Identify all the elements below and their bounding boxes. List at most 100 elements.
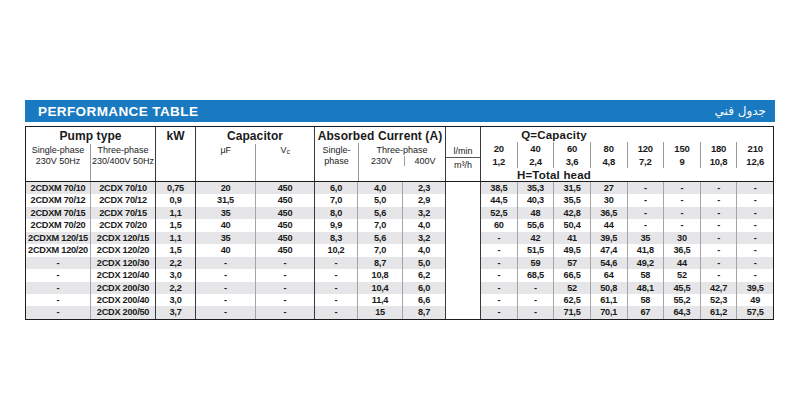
- cell-head-60: 42,8: [553, 207, 590, 219]
- cell-pump-three: 2CDX 70/10: [90, 182, 155, 194]
- cell-head-80: 64: [590, 269, 627, 281]
- q-capacity-label: Q=Capacity: [481, 127, 627, 142]
- cell-head-40: 35,3: [517, 182, 554, 194]
- cell-head-20: -: [480, 282, 517, 294]
- cell-head-80: 36,5: [590, 207, 627, 219]
- pump-single-phase-label: Single-phase 230V 50Hz: [26, 144, 90, 181]
- cell-vc: -: [255, 282, 314, 294]
- cell-pump-single: 2CDXM 120/20: [26, 244, 90, 256]
- cell-head-20: -: [480, 269, 517, 281]
- cell-kw: 0,9: [155, 194, 195, 206]
- cell-head-150: 36,5: [663, 244, 700, 256]
- cell-uf: 35: [195, 207, 255, 219]
- cell-head-20: -: [480, 257, 517, 269]
- cell-kw: 1,1: [155, 207, 195, 219]
- cell-vc: 450: [255, 182, 314, 194]
- cell-flow-spacer: [445, 269, 480, 281]
- cell-head-120: -: [627, 194, 664, 206]
- h-total-head-label: H=Total head: [481, 168, 627, 181]
- cell-vc: 450: [255, 244, 314, 256]
- cell-head-180: 42,7: [700, 282, 737, 294]
- cell-pump-single: -: [26, 257, 90, 269]
- cell-pump-three: 2CDX 120/30: [90, 257, 155, 269]
- banner-title: PERFORMANCE TABLE: [38, 104, 198, 119]
- lmin-label: l/min: [446, 144, 480, 158]
- cell-head-180: 52,3: [700, 294, 737, 306]
- cell-vc: -: [255, 269, 314, 281]
- cell-head-150: 52: [663, 269, 700, 281]
- capacity-m3h-value: 2,4: [517, 155, 554, 168]
- cell-kw: 3,0: [155, 294, 195, 306]
- cell-head-20: 38,5: [480, 182, 517, 194]
- table-row: 2CDXM 120/152CDX 120/151,1354508,35,63,2…: [26, 232, 773, 244]
- cell-current-230v: 5,6: [357, 207, 402, 219]
- cell-current-230v: 7,0: [357, 219, 402, 231]
- column-group-pump-type: Pump type Single-phase 230V 50Hz Three-p…: [26, 127, 155, 181]
- cell-flow-spacer: [445, 194, 480, 206]
- cell-head-60: 71,5: [553, 306, 590, 318]
- current-single-phase-label: Single- phase: [315, 143, 358, 181]
- cell-head-80: 70,1: [590, 306, 627, 318]
- cell-head-40: 55,6: [517, 219, 554, 231]
- cell-uf: 35: [195, 232, 255, 244]
- cell-kw: 3,7: [155, 306, 195, 318]
- cell-current-230v: 5,0: [357, 194, 402, 206]
- absorbed-current-label: Absorbed Current (A): [315, 127, 445, 143]
- cell-flow-spacer: [445, 306, 480, 318]
- table-row: 2CDXM 120/202CDX 120/201,54045010,27,04,…: [26, 244, 773, 256]
- cell-head-210: -: [736, 269, 773, 281]
- cell-pump-three: 2CDX 70/20: [90, 219, 155, 231]
- cell-head-180: -: [700, 219, 737, 231]
- banner-title-arabic: جدول فني: [715, 104, 766, 118]
- cell-pump-single: 2CDXM 70/10: [26, 182, 90, 194]
- capacity-lmin-value: 60: [553, 142, 590, 155]
- cell-head-80: 50,8: [590, 282, 627, 294]
- table-row: 2CDXM 70/102CDX 70/100,75204506,04,02,33…: [26, 182, 773, 194]
- cell-current-single: 7,0: [314, 194, 357, 206]
- table-row: -2CDX 200/302,2---10,46,0--5250,848,145,…: [26, 282, 773, 294]
- cell-pump-three: 2CDX 200/30: [90, 282, 155, 294]
- cell-current-230v: 11,4: [357, 294, 402, 306]
- table-row: -2CDX 120/302,2---8,75,0-595754,649,244-…: [26, 257, 773, 269]
- table-row: -2CDX 200/403,0---11,46,6--62,561,15855,…: [26, 294, 773, 306]
- cell-head-150: -: [663, 219, 700, 231]
- cell-head-180: -: [700, 244, 737, 256]
- cell-vc: 450: [255, 219, 314, 231]
- cell-head-210: -: [736, 244, 773, 256]
- cell-head-20: 52,5: [480, 207, 517, 219]
- kw-label: kW: [156, 127, 195, 143]
- cell-vc: 450: [255, 207, 314, 219]
- cell-kw: 1,5: [155, 244, 195, 256]
- capacity-lmin-value: 20: [481, 142, 517, 155]
- cell-vc: 450: [255, 194, 314, 206]
- cell-head-150: -: [663, 207, 700, 219]
- capacity-m3h-value: 7,2: [627, 155, 664, 168]
- cell-kw: 2,2: [155, 282, 195, 294]
- section-banner: PERFORMANCE TABLE جدول فني: [25, 100, 775, 122]
- cell-head-180: -: [700, 232, 737, 244]
- cell-head-40: 40,3: [517, 194, 554, 206]
- capacity-lmin-row: 20406080120150180210: [481, 142, 773, 155]
- cell-head-150: 45,5: [663, 282, 700, 294]
- cell-current-single: -: [314, 306, 357, 318]
- table-body: 2CDXM 70/102CDX 70/100,75204506,04,02,33…: [26, 182, 773, 319]
- capacitor-label: Capacitor: [196, 127, 314, 143]
- cell-head-210: -: [736, 207, 773, 219]
- cell-uf: 40: [195, 244, 255, 256]
- capacity-m3h-value: 9: [663, 155, 700, 168]
- cell-head-20: -: [480, 306, 517, 318]
- cell-current-400v: 8,7: [402, 306, 445, 318]
- cell-current-single: -: [314, 294, 357, 306]
- cell-head-40: 68,5: [517, 269, 554, 281]
- cell-uf: 31,5: [195, 194, 255, 206]
- cell-head-210: -: [736, 232, 773, 244]
- cell-head-120: -: [627, 182, 664, 194]
- cell-head-210: -: [736, 194, 773, 206]
- cell-vc: -: [255, 306, 314, 318]
- capacity-lmin-value: 180: [700, 142, 737, 155]
- cell-head-80: 47,4: [590, 244, 627, 256]
- cell-current-400v: 6,0: [402, 282, 445, 294]
- cell-head-150: -: [663, 194, 700, 206]
- cell-head-80: 54,6: [590, 257, 627, 269]
- cell-head-180: 61,2: [700, 306, 737, 318]
